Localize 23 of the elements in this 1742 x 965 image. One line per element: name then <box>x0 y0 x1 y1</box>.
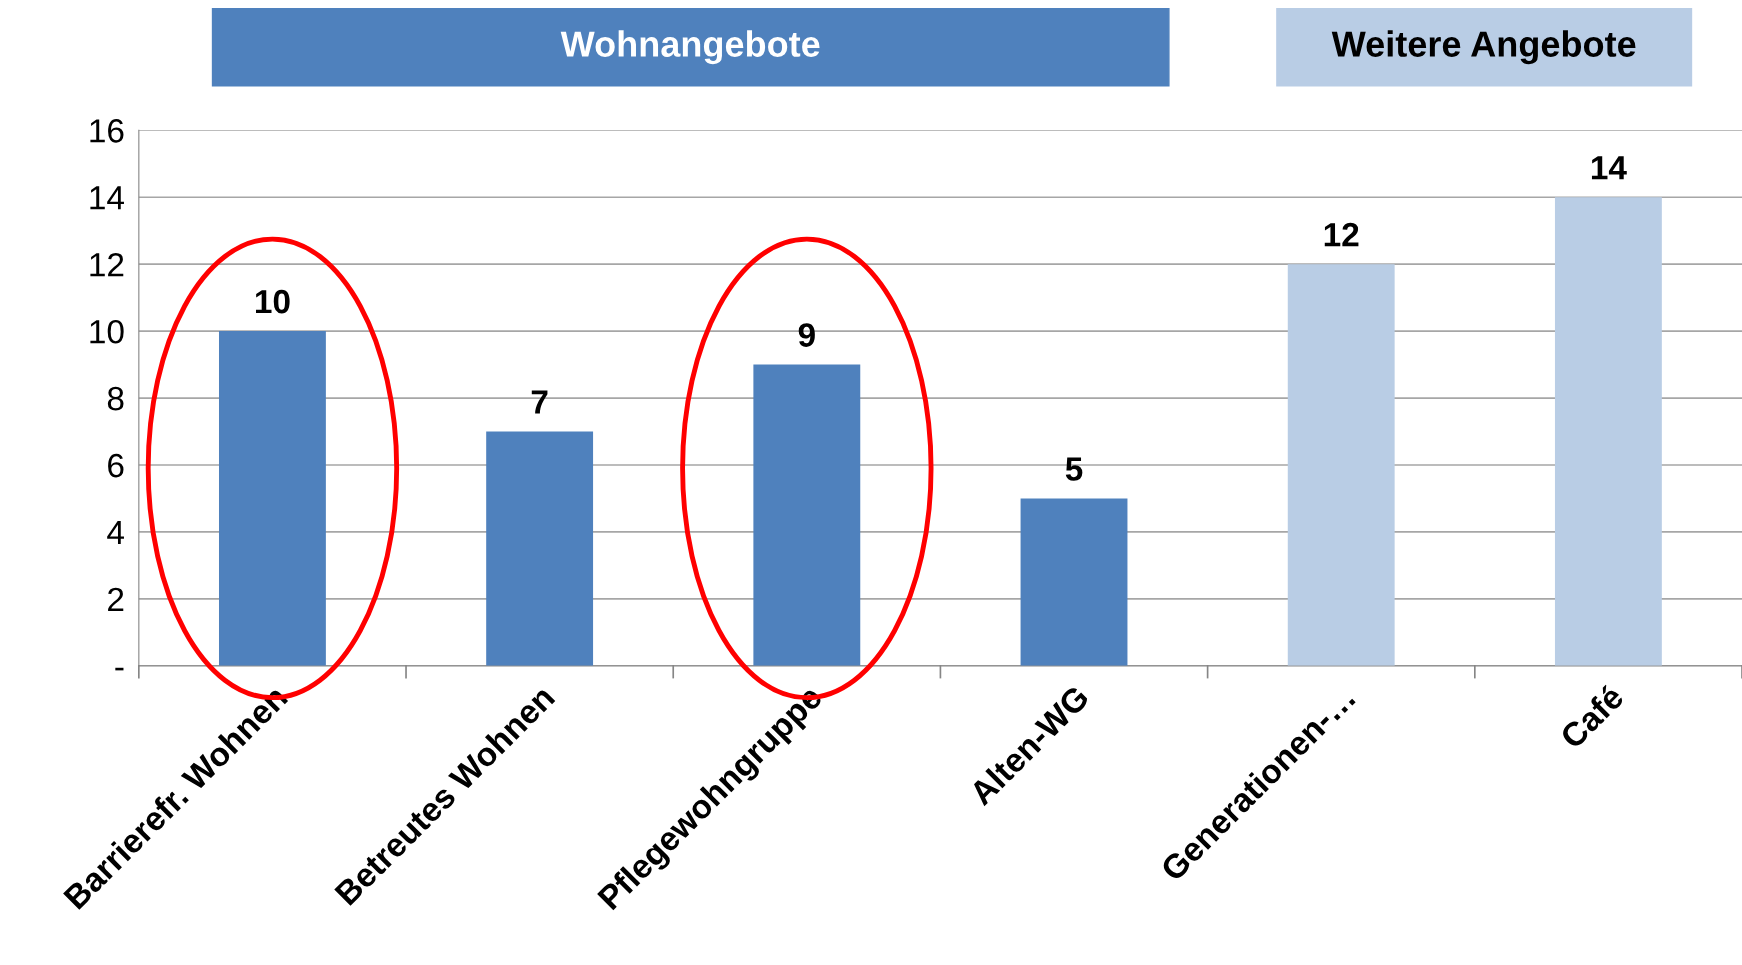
text: Wohnangebote <box>560 30 820 65</box>
data-label: 9 <box>798 323 815 347</box>
y-tick-label: 6 <box>108 453 124 478</box>
data-label: 7 <box>531 390 548 414</box>
bar <box>753 364 861 666</box>
bar <box>1287 264 1395 666</box>
bar <box>1020 498 1128 666</box>
data-label: 5 <box>1065 457 1083 481</box>
data-label: 12 <box>1324 222 1359 247</box>
y-tick-label: 16 <box>90 119 124 143</box>
y-tick-label: 10 <box>90 319 124 344</box>
bar <box>219 331 326 666</box>
y-tick-label: 12 <box>90 252 124 277</box>
bar <box>1554 197 1662 666</box>
data-label: 14 <box>1591 156 1627 180</box>
bar <box>486 431 594 666</box>
text: Weitere Angebote <box>1331 30 1636 65</box>
y-tick-label: 4 <box>107 521 124 545</box>
y-tick-label: 8 <box>107 386 124 411</box>
y-tick-label: 2 <box>108 587 124 611</box>
data-label: 10 <box>256 289 290 314</box>
y-tick-label: 14 <box>90 186 124 210</box>
y-tick-label: - <box>115 667 124 671</box>
